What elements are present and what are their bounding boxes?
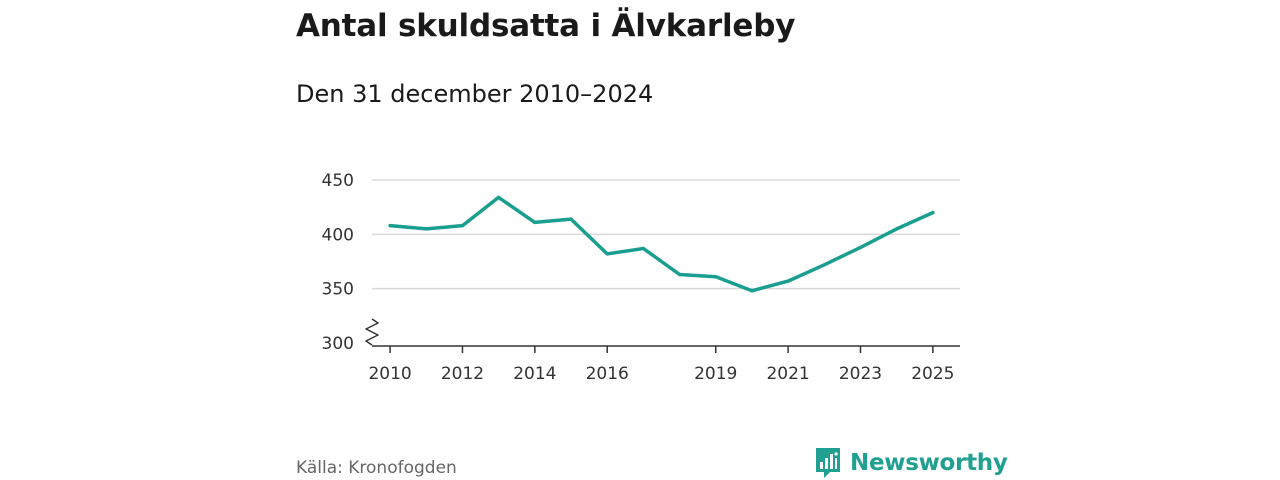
x-tick-label-2019: 2019 — [694, 364, 737, 384]
x-tick-label-2010: 2010 — [368, 364, 411, 384]
data-point-2021 — [786, 279, 790, 283]
x-tick-label-2014: 2014 — [513, 364, 556, 384]
data-point-2017 — [641, 246, 645, 251]
line-chart: 300 350 400 450 2010 2012 2014 2016 2019 2021 2023… — [322, 171, 960, 384]
data-point-2016 — [605, 252, 609, 256]
series-line-0 — [388, 195, 935, 293]
x-tick-label-2021: 2021 — [766, 364, 809, 384]
data-point-2022 — [822, 263, 826, 267]
x-tick-label-2016: 2016 — [586, 364, 629, 384]
x-tick-label-2023: 2023 — [839, 364, 882, 384]
chart-title: Antal skuldsatta i Älvkarleby — [296, 8, 796, 44]
brand-name: Newsworthy — [850, 450, 1008, 476]
data-point-2015 — [569, 217, 573, 221]
data-point-2018 — [677, 272, 682, 277]
zigzag-axis-break-icon — [365, 318, 379, 346]
bar-chart-badge-icon — [816, 448, 840, 478]
data-point-2014 — [533, 220, 537, 224]
chart-subtitle: Den 31 december 2010–2024 — [296, 80, 654, 108]
data-point-2023 — [858, 245, 863, 249]
y-tick-label-450: 450 — [322, 171, 354, 191]
source-note: Källa: Kronofogden — [296, 458, 457, 478]
y-tick-label-400: 400 — [322, 225, 354, 245]
brand-logo[interactable]: Newsworthy — [814, 446, 1008, 480]
x-tick-label-2025: 2025 — [911, 364, 954, 384]
y-tick-label-350: 350 — [322, 280, 354, 300]
data-point-2011 — [424, 227, 428, 231]
data-point-2019 — [714, 275, 718, 279]
data-point-2024 — [895, 227, 899, 231]
x-tick-label-2012: 2012 — [441, 364, 484, 384]
data-point-2010 — [388, 224, 392, 228]
data-point-2013 — [497, 195, 501, 199]
y-tick-label-300: 300 — [322, 334, 354, 354]
data-point-2020 — [750, 289, 754, 293]
data-point-2025 — [931, 211, 935, 215]
data-point-2012 — [460, 224, 465, 228]
